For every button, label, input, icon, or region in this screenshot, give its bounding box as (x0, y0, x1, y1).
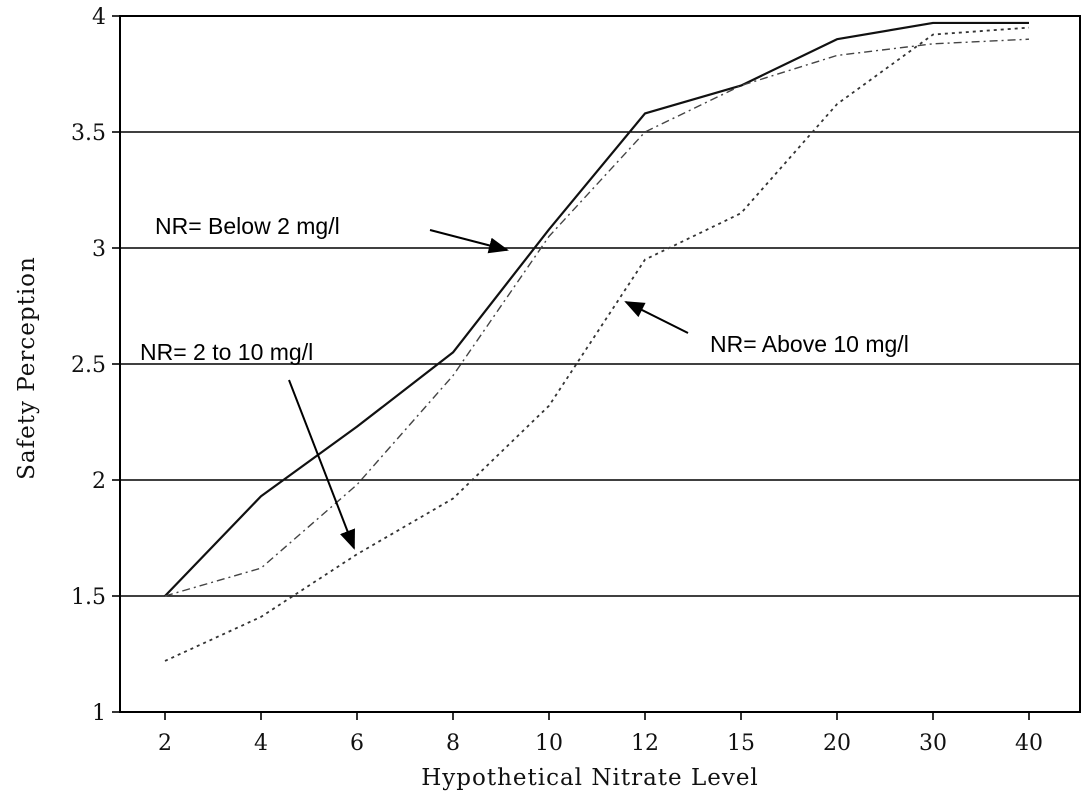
y-tick-label: 3.5 (71, 121, 106, 146)
x-axis-ticks: 2 4 6 8 10 12 15 20 30 40 (158, 712, 1043, 756)
annotation-above-10: NR= Above 10 mg/l (710, 331, 909, 357)
x-tick-label: 6 (350, 731, 364, 756)
x-tick-label: 12 (631, 731, 659, 756)
y-tick-label: 2.5 (71, 353, 106, 378)
arrow-2-to-10 (288, 379, 355, 550)
series-line-below2 (164, 21, 1029, 597)
x-tick-label: 15 (727, 731, 755, 756)
x-tick-label: 20 (823, 731, 851, 756)
x-tick-label: 4 (254, 731, 268, 756)
x-tick-label: 2 (158, 731, 172, 756)
arrow-above-10 (624, 301, 689, 334)
series-line-two_to_ten (164, 38, 1030, 597)
series-lines (164, 21, 1030, 662)
y-tick-label: 3 (92, 237, 106, 262)
arrow-below-2 (429, 229, 509, 254)
gridlines (120, 131, 1080, 597)
x-tick-label: 10 (535, 731, 563, 756)
annotation-2-to-10: NR= 2 to 10 mg/l (140, 339, 313, 365)
annotation-below-2: NR= Below 2 mg/l (155, 213, 340, 239)
y-axis-ticks: 1 1.5 2 2.5 3 3.5 4 (71, 5, 120, 726)
y-axis-title: Safety Perception (14, 256, 40, 480)
x-tick-label: 40 (1015, 731, 1043, 756)
x-tick-label: 30 (919, 731, 947, 756)
y-tick-label: 1 (92, 701, 106, 726)
x-tick-label: 8 (446, 731, 460, 756)
y-tick-label: 2 (92, 469, 106, 494)
y-tick-label: 4 (92, 5, 106, 30)
x-axis-title: Hypothetical Nitrate Level (421, 765, 759, 791)
series-line-above10 (164, 26, 1030, 662)
y-tick-label: 1.5 (71, 585, 106, 610)
